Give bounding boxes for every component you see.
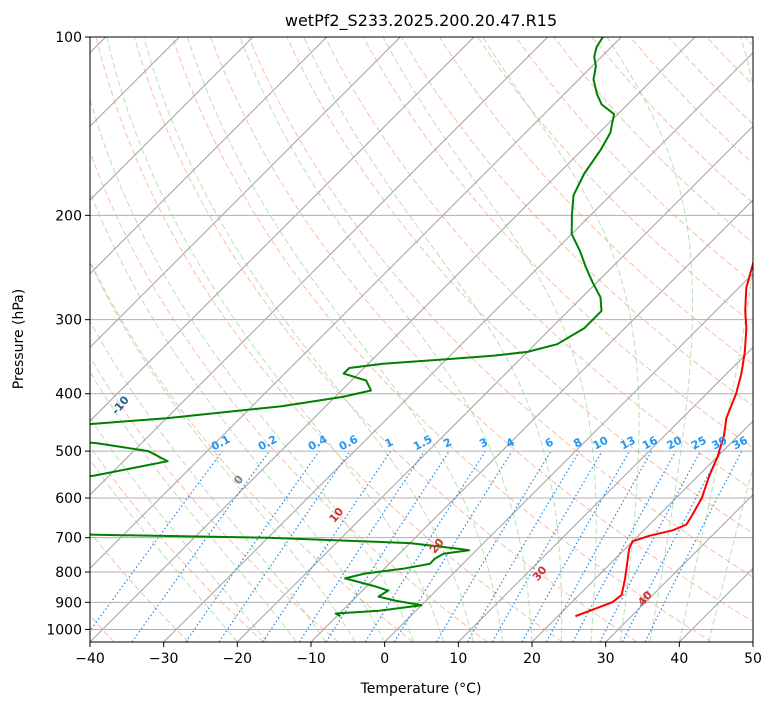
dry-adiabat-line <box>400 37 753 407</box>
dry-adiabat-line <box>90 445 264 642</box>
mixing-ratio-line <box>262 450 392 642</box>
dry-adiabat-line <box>90 531 190 642</box>
x-tick-label: 50 <box>744 651 762 667</box>
chart-title: wetPf2_S233.2025.200.20.47.R15 <box>285 11 557 31</box>
mixing-ratio-line <box>185 450 320 642</box>
isotherm-line <box>163 51 753 642</box>
moist-adiabat-line <box>606 37 694 642</box>
mixing-ratio-line <box>325 450 450 642</box>
mixing-ratio-label: 16 <box>640 434 660 453</box>
isotherm-line <box>90 37 475 422</box>
mixing-ratio-line <box>218 450 351 642</box>
y-tick-label: 400 <box>55 387 82 403</box>
moist-adiabat-line <box>382 37 597 642</box>
dry-adiabat-line <box>515 37 753 284</box>
x-tick-label: 30 <box>597 651 615 667</box>
moist-adiabat-line <box>143 37 474 642</box>
x-axis: −40 −30 −20 −10 0 10 20 30 40 50 <box>75 642 762 667</box>
moist-adiabat-line <box>90 190 386 642</box>
y-tick-label: 500 <box>55 444 82 460</box>
dry-adiabat-line <box>95 37 563 642</box>
x-tick-label: 20 <box>523 651 541 667</box>
moist-adiabat-line <box>90 261 356 642</box>
isotherm-line <box>90 37 696 642</box>
dry-adiabat-line <box>90 356 339 642</box>
y-tick-label: 300 <box>55 313 82 329</box>
x-axis-title: Temperature (°C) <box>360 681 482 697</box>
y-tick-label: 1000 <box>46 622 82 638</box>
moist-adiabat-line <box>678 37 753 642</box>
dry-adiabat-line <box>210 37 753 623</box>
mixing-ratio-line <box>298 450 425 642</box>
y-tick-label: 100 <box>55 30 82 46</box>
moist-adiabat-line <box>482 37 640 642</box>
y-axis: 100 200 300 400 500 600 700 800 900 1000 <box>46 30 90 638</box>
mixing-ratio-line <box>545 450 653 642</box>
moist-adiabat-line <box>303 37 563 642</box>
plot-frame <box>89 36 754 643</box>
mixing-ratio-line <box>90 450 223 632</box>
mixing-ratio-label: 36 <box>730 434 750 453</box>
y-tick-label: 700 <box>55 531 82 547</box>
mixing-ratio-line <box>521 450 631 642</box>
y-tick-label: 600 <box>55 491 82 507</box>
isotherm-line <box>457 346 753 642</box>
mixing-ratio-line <box>393 450 513 642</box>
mixing-ratio-label: 25 <box>689 434 709 453</box>
temperature-profile-line <box>575 260 753 618</box>
x-tick-label: 10 <box>449 651 467 667</box>
y-axis-title: Pressure (hPa) <box>11 289 27 389</box>
dry-adiabat-line <box>90 150 488 642</box>
isotherm-line <box>90 37 549 496</box>
dry-adiabat-line <box>438 37 753 366</box>
dewpoint-profile-line <box>90 37 616 618</box>
x-tick-label: −30 <box>149 651 179 667</box>
isotherm-line <box>90 37 622 570</box>
x-tick-label: −40 <box>75 651 105 667</box>
mixing-ratio-line <box>131 450 270 642</box>
x-tick-label: −20 <box>223 651 253 667</box>
dry-adiabat-line <box>133 37 638 642</box>
isotherm-line <box>605 493 753 642</box>
moist-adiabat-line <box>187 37 503 642</box>
moist-adiabat-line <box>90 458 238 642</box>
moist-adiabat-line <box>106 37 445 642</box>
profile-lines <box>90 37 753 618</box>
mixing-ratio-line <box>644 450 743 642</box>
mixing-ratio-line <box>572 450 677 642</box>
y-tick-label: 800 <box>55 565 82 581</box>
isotherm-line <box>90 37 254 201</box>
y-tick-label: 200 <box>55 208 82 224</box>
x-tick-label: 0 <box>380 651 389 667</box>
mixing-ratio-label: 13 <box>618 434 638 453</box>
x-tick-label: −10 <box>296 651 326 667</box>
mixing-ratio-label: 20 <box>664 434 684 453</box>
isotherm-line <box>384 272 753 642</box>
moist-adiabat-line <box>90 416 268 642</box>
mixing-ratio-label: 10 <box>591 434 611 453</box>
mixing-ratio-label: 30 <box>710 434 730 453</box>
moist-adiabat-line <box>239 37 533 642</box>
y-tick-label: 900 <box>55 595 82 611</box>
x-tick-label: 40 <box>670 651 688 667</box>
dry-adiabat-line <box>248 37 753 578</box>
isotherm-line <box>90 37 401 349</box>
isotherm-line <box>90 37 328 275</box>
moist-adiabat-line <box>90 370 297 642</box>
isotherm-line <box>310 199 753 642</box>
